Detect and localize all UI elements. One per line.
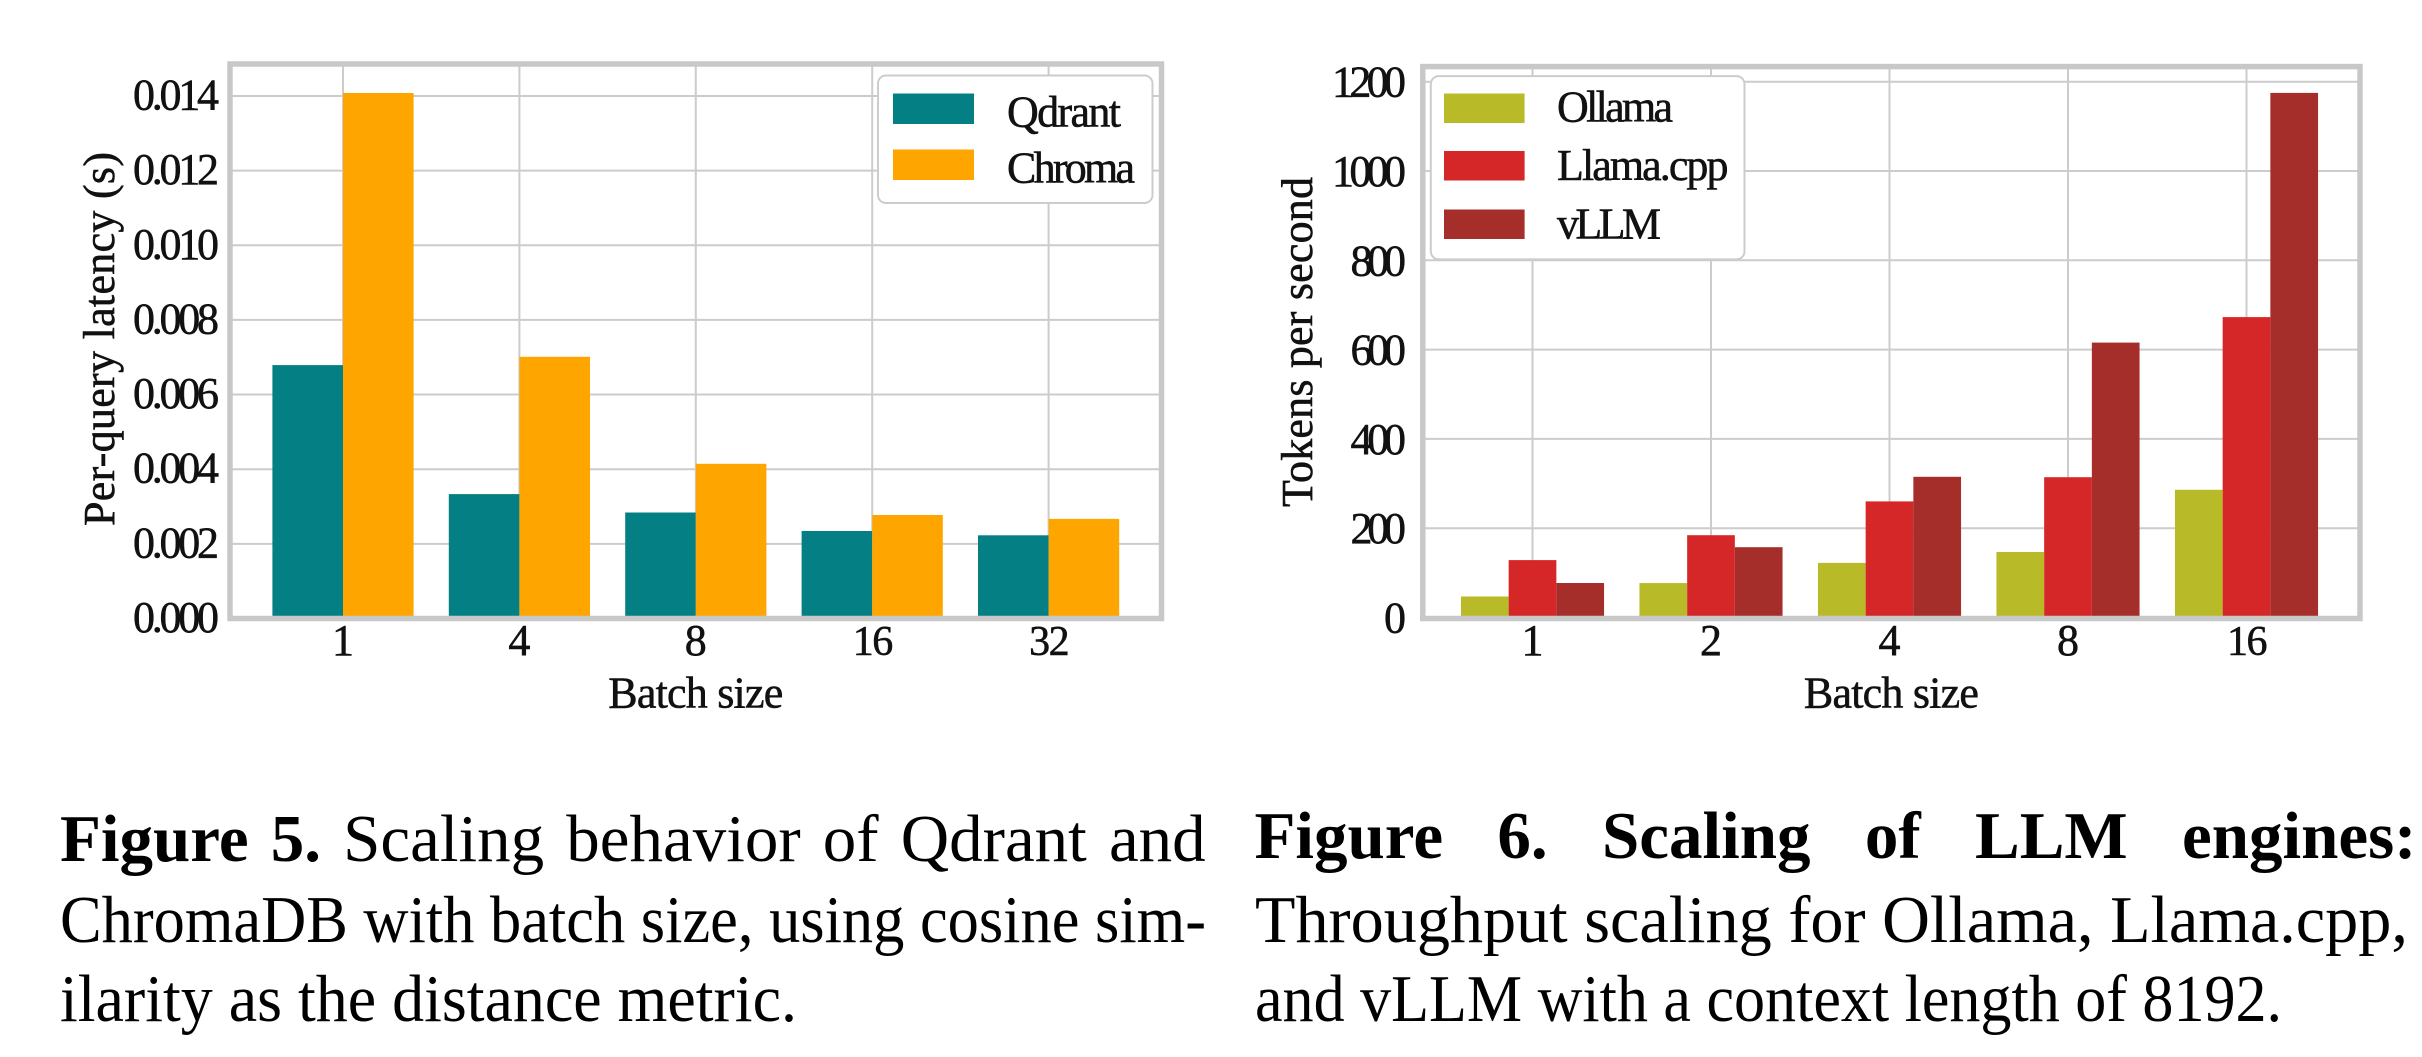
svg-text:800: 800 <box>1351 236 1407 285</box>
svg-text:2: 2 <box>1700 616 1722 665</box>
svg-text:0.014: 0.014 <box>133 70 219 119</box>
svg-text:4: 4 <box>508 616 530 665</box>
svg-text:0.000: 0.000 <box>133 593 219 642</box>
svg-text:Ollama: Ollama <box>1557 83 1673 132</box>
svg-text:Batch size: Batch size <box>608 669 783 718</box>
svg-text:1: 1 <box>332 616 354 665</box>
svg-text:200: 200 <box>1351 504 1407 553</box>
svg-text:1000: 1000 <box>1332 147 1406 196</box>
svg-text:Batch size: Batch size <box>1804 669 1979 718</box>
svg-text:0.004: 0.004 <box>133 444 219 493</box>
svg-text:0.010: 0.010 <box>133 220 219 269</box>
svg-text:1200: 1200 <box>1332 58 1406 107</box>
svg-text:Per-query latency (s): Per-query latency (s) <box>75 152 124 526</box>
svg-text:8: 8 <box>2057 616 2079 665</box>
svg-text:600: 600 <box>1351 326 1407 375</box>
svg-text:4: 4 <box>1879 616 1901 665</box>
svg-text:16: 16 <box>853 619 893 665</box>
svg-text:Chroma: Chroma <box>1007 143 1135 192</box>
svg-text:Tokens per second: Tokens per second <box>1273 177 1322 507</box>
svg-text:Qdrant: Qdrant <box>1007 88 1121 137</box>
svg-text:32: 32 <box>1029 619 1068 665</box>
svg-text:0: 0 <box>1384 594 1406 643</box>
svg-text:0.002: 0.002 <box>133 518 219 567</box>
svg-text:8: 8 <box>685 616 707 665</box>
svg-text:vLLM: vLLM <box>1557 200 1661 249</box>
svg-text:1: 1 <box>1522 616 1544 665</box>
svg-text:16: 16 <box>2227 619 2267 665</box>
svg-text:0.008: 0.008 <box>133 294 219 343</box>
svg-text:400: 400 <box>1351 415 1407 464</box>
svg-text:Llama.cpp: Llama.cpp <box>1557 141 1729 190</box>
svg-text:0.006: 0.006 <box>133 369 219 418</box>
svg-text:0.012: 0.012 <box>133 145 219 194</box>
